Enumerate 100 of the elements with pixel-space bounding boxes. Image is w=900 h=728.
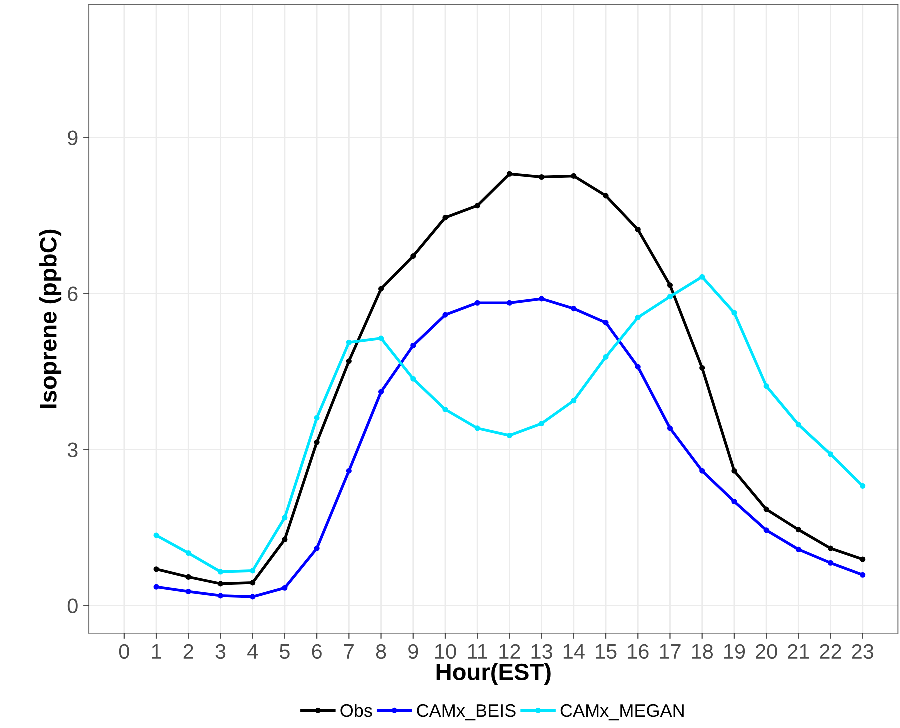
point [667, 282, 674, 288]
x-tick-label: 5 [280, 644, 290, 660]
point [764, 384, 770, 390]
point [186, 588, 192, 595]
x-tick-label: 3 [216, 644, 226, 660]
point [218, 581, 224, 587]
point [474, 203, 480, 209]
point [442, 406, 448, 412]
y-axis-title: Isoprene (ppbC) [40, 230, 62, 408]
point [282, 585, 288, 591]
point [282, 515, 288, 521]
point [764, 528, 770, 534]
point [314, 546, 320, 552]
point [506, 432, 512, 439]
point [346, 340, 352, 346]
point [571, 398, 577, 404]
point [154, 532, 160, 538]
point [378, 389, 384, 395]
point [506, 300, 512, 306]
point [828, 560, 834, 566]
point [667, 426, 674, 432]
x-tick-label: 9 [408, 644, 418, 660]
point [506, 171, 512, 177]
x-tick-label: 12 [500, 644, 520, 659]
point [346, 468, 352, 474]
legend-label: CAMx_MEGAN [560, 704, 684, 721]
point [410, 376, 416, 382]
x-tick-label: 16 [628, 644, 649, 660]
x-axis-title: Hour(EST) [436, 663, 551, 686]
point [732, 499, 738, 505]
x-tick-label: 21 [788, 644, 810, 659]
point [732, 310, 738, 316]
point [539, 296, 545, 302]
x-tick-label: 7 [344, 644, 354, 659]
point [154, 566, 160, 572]
point [314, 440, 320, 446]
point [250, 594, 256, 600]
x-tick-label: 6 [312, 644, 322, 660]
point [314, 415, 320, 421]
x-tick-label: 13 [532, 644, 552, 660]
point [603, 193, 609, 199]
point [186, 550, 192, 556]
point [474, 300, 480, 306]
legend-label: Obs [340, 704, 372, 718]
point [410, 254, 416, 260]
x-tick-label: 17 [660, 644, 681, 659]
point [442, 312, 448, 318]
point [796, 527, 802, 533]
point [828, 452, 834, 458]
x-tick-label: 8 [376, 644, 386, 660]
y-tick-label: 0 [68, 598, 78, 614]
point [635, 364, 641, 370]
point [474, 426, 480, 432]
x-tick-label: 0 [119, 644, 130, 660]
y-tick-label: 6 [68, 286, 78, 302]
point [764, 506, 770, 512]
point [571, 306, 577, 312]
point [378, 286, 384, 292]
point [442, 215, 448, 221]
x-tick-label: 20 [756, 644, 778, 660]
point [796, 422, 802, 428]
point [539, 174, 545, 180]
point [635, 226, 641, 233]
point [218, 593, 224, 599]
x-tick-label: 18 [692, 644, 714, 660]
point [860, 483, 866, 489]
point [860, 572, 866, 578]
x-tick-label: 15 [596, 644, 617, 660]
point [250, 568, 256, 574]
x-tick-label: 23 [852, 644, 874, 660]
point [218, 569, 224, 575]
point [732, 468, 738, 474]
x-tick-label: 11 [468, 644, 488, 659]
point [282, 536, 288, 543]
point [667, 294, 674, 300]
y-tick-label: 3 [68, 442, 78, 458]
point [186, 574, 192, 580]
point [796, 546, 802, 552]
point [700, 274, 706, 280]
x-tick-label: 19 [724, 644, 746, 660]
point [700, 468, 706, 474]
point [635, 314, 641, 320]
x-tick-label: 1 [152, 644, 162, 659]
x-tick-label: 22 [820, 644, 842, 659]
point [539, 420, 545, 427]
point [700, 365, 706, 371]
y-tick-label: 9 [68, 130, 78, 146]
point [603, 354, 609, 360]
point [154, 584, 160, 590]
point [860, 556, 866, 562]
legend-label: CAMx_BEIS [417, 704, 516, 721]
x-tick-label: 10 [435, 644, 456, 660]
point [410, 342, 416, 349]
x-tick-label: 2 [184, 644, 194, 659]
x-tick-label: 4 [248, 644, 258, 659]
x-tick-label: 14 [564, 644, 585, 659]
point [571, 173, 577, 179]
point [378, 336, 384, 342]
point [828, 546, 834, 552]
point [603, 320, 609, 326]
